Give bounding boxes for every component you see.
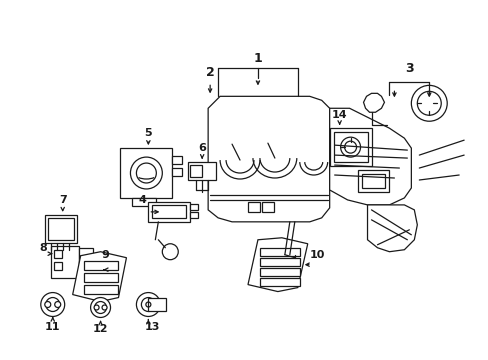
Bar <box>79 248 92 262</box>
Bar <box>54 250 61 258</box>
Polygon shape <box>73 252 126 302</box>
Bar <box>260 248 299 256</box>
Circle shape <box>136 293 160 316</box>
Polygon shape <box>208 96 329 222</box>
Bar <box>79 262 92 272</box>
Text: 14: 14 <box>331 110 347 120</box>
Polygon shape <box>247 238 307 292</box>
Bar <box>45 215 77 243</box>
Bar <box>329 128 371 166</box>
Bar <box>190 165 202 177</box>
Bar <box>51 246 79 278</box>
Text: 4: 4 <box>138 195 146 205</box>
Bar <box>83 273 118 282</box>
Bar <box>148 298 166 311</box>
Text: 2: 2 <box>205 66 214 79</box>
Text: 1: 1 <box>253 52 262 65</box>
Text: 11: 11 <box>45 323 61 332</box>
Text: 9: 9 <box>102 250 109 260</box>
Bar <box>132 198 156 206</box>
Text: 6: 6 <box>198 143 205 153</box>
Text: 3: 3 <box>404 62 413 75</box>
Polygon shape <box>329 108 410 205</box>
Circle shape <box>94 305 99 310</box>
Circle shape <box>410 85 447 121</box>
Polygon shape <box>363 93 384 112</box>
Circle shape <box>41 293 64 316</box>
Text: 13: 13 <box>144 323 160 332</box>
Text: 12: 12 <box>93 324 108 334</box>
Bar <box>83 261 118 270</box>
Bar <box>190 212 198 218</box>
Bar <box>262 202 273 212</box>
Bar <box>260 258 299 266</box>
Bar <box>120 148 172 198</box>
Bar <box>333 132 367 162</box>
Text: 10: 10 <box>309 250 325 260</box>
Text: 8: 8 <box>39 243 46 253</box>
Text: 7: 7 <box>59 195 66 205</box>
Bar <box>172 156 182 164</box>
Bar <box>188 162 216 180</box>
Bar <box>247 202 260 212</box>
Bar <box>260 278 299 285</box>
Bar <box>48 218 74 240</box>
Bar <box>357 170 388 192</box>
Bar <box>54 262 61 270</box>
Bar <box>148 202 190 222</box>
Circle shape <box>90 298 110 318</box>
Polygon shape <box>367 205 416 252</box>
Bar <box>361 174 385 188</box>
Bar <box>152 205 186 218</box>
Text: 5: 5 <box>144 128 152 138</box>
Circle shape <box>102 305 107 310</box>
Circle shape <box>55 302 61 307</box>
Bar <box>172 168 182 176</box>
Bar <box>83 285 118 293</box>
Circle shape <box>45 302 51 307</box>
Bar <box>260 268 299 276</box>
Bar <box>190 204 198 210</box>
